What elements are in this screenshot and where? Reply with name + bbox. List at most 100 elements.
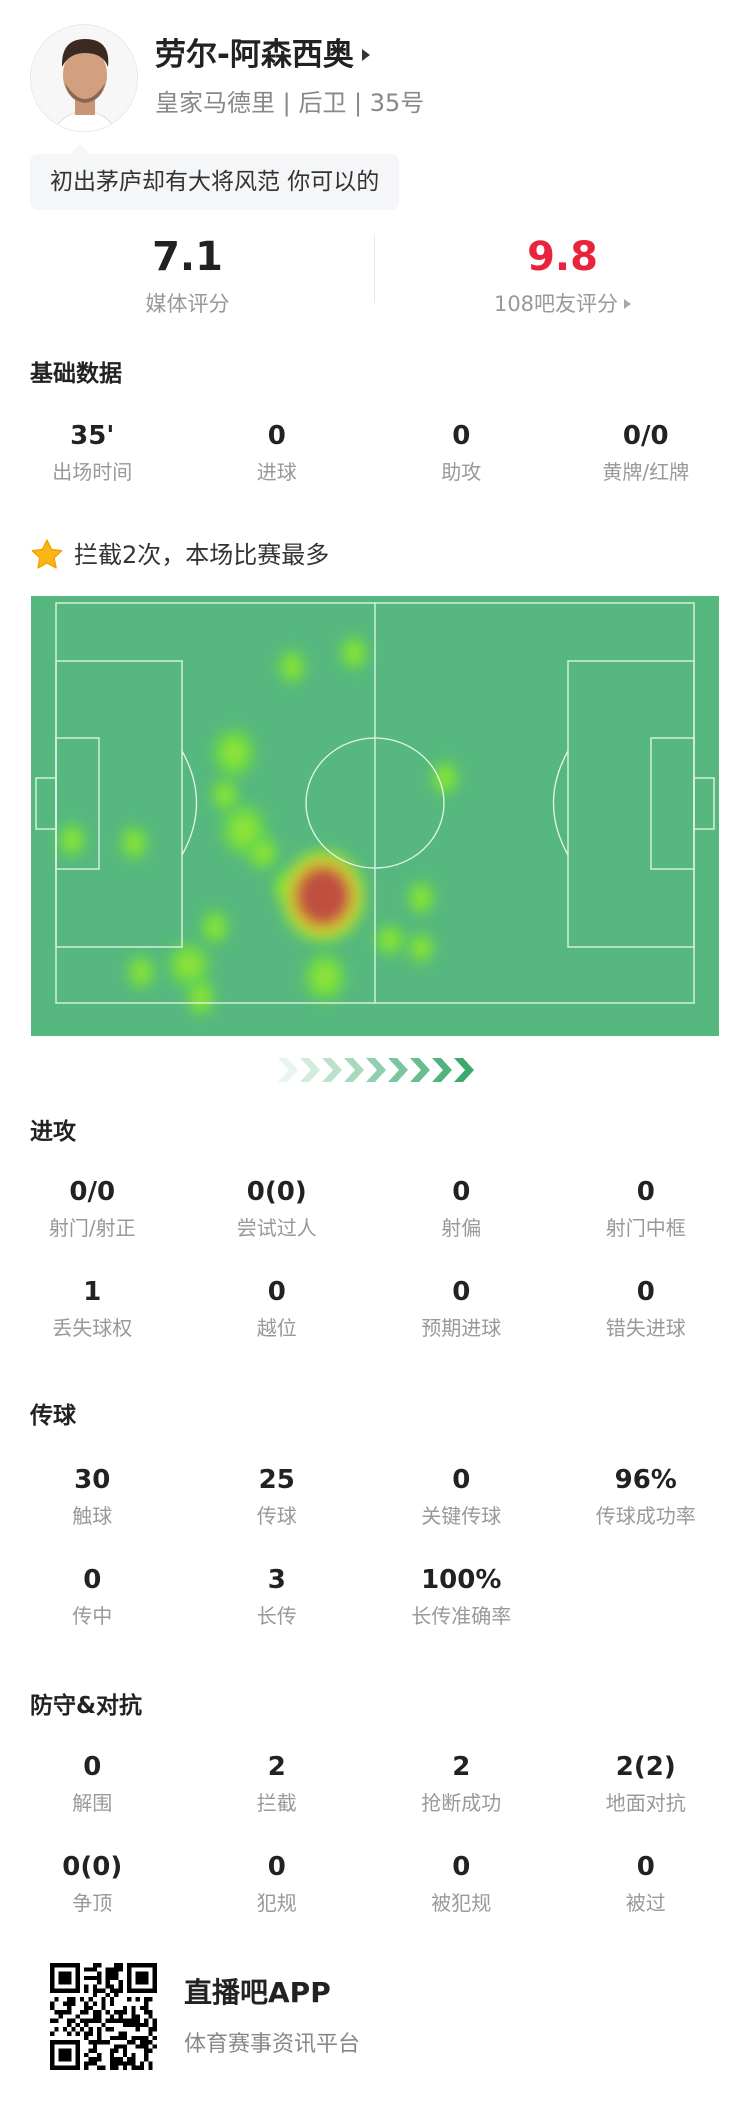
heat-spot xyxy=(199,907,231,947)
stat-item: 0 助攻 xyxy=(369,420,554,520)
heat-spot xyxy=(405,930,437,966)
stat-item: 100% 长传准确率 xyxy=(369,1564,554,1664)
stat-value: 0(0) xyxy=(62,1852,123,1882)
stat-label: 拦截 xyxy=(256,1791,297,1815)
team-name: 皇家马德里 xyxy=(155,89,275,117)
stat-label: 射门/射正 xyxy=(48,1216,136,1240)
stat-value: 0 xyxy=(452,1852,471,1882)
stat-value: 0 xyxy=(267,1277,286,1307)
stat-label: 越位 xyxy=(256,1316,297,1340)
divider xyxy=(374,235,375,303)
media-rating: 7.1 媒体评分 xyxy=(0,232,375,318)
stat-item: 96% 传球成功率 xyxy=(554,1464,739,1564)
stat-value: 3 xyxy=(267,1565,286,1595)
stat-label: 关键传球 xyxy=(421,1504,502,1528)
stat-item: 3 长传 xyxy=(185,1564,370,1664)
heat-spot xyxy=(372,922,408,958)
stat-item: 35' 出场时间 xyxy=(0,420,185,520)
stat-item: 2(2) 地面对抗 xyxy=(554,1751,739,1851)
highlight-text: 拦截2次，本场比赛最多 xyxy=(74,541,330,569)
stat-value: 25 xyxy=(258,1465,295,1495)
stat-label: 射偏 xyxy=(441,1216,482,1240)
stat-item: 0/0 黄牌/红牌 xyxy=(554,420,739,520)
stat-value: 0 xyxy=(83,1752,102,1782)
stat-label: 传球成功率 xyxy=(595,1504,696,1528)
stat-value: 0/0 xyxy=(69,1177,116,1207)
stat-item: 0 射偏 xyxy=(369,1176,554,1276)
caret-right-icon xyxy=(361,49,370,61)
stat-value: 2 xyxy=(267,1752,286,1782)
chevron-right-icon xyxy=(388,1058,408,1082)
heatmap-pitch xyxy=(31,596,719,1036)
stat-label: 地面对抗 xyxy=(605,1791,686,1815)
stat-label: 传球 xyxy=(256,1504,297,1528)
section-title-passing: 传球 xyxy=(30,1403,76,1429)
fan-rating-label: 108吧友评分 xyxy=(493,292,619,316)
stat-label: 出场时间 xyxy=(52,460,133,484)
stat-value: 0 xyxy=(267,1852,286,1882)
stat-label: 争顶 xyxy=(72,1891,113,1915)
stat-label: 犯规 xyxy=(256,1891,297,1915)
stat-label: 解围 xyxy=(72,1791,113,1815)
player-name-link[interactable]: 劳尔-阿森西奥 xyxy=(155,34,370,76)
heat-spot xyxy=(338,633,370,673)
stat-label: 抢断成功 xyxy=(421,1791,502,1815)
shirt-number: 35号 xyxy=(369,89,425,117)
stat-value: 96% xyxy=(614,1465,677,1495)
stat-label: 丢失球权 xyxy=(52,1316,133,1340)
heat-spot xyxy=(429,758,461,798)
stat-value: 0 xyxy=(636,1177,655,1207)
stat-value: 0(0) xyxy=(246,1177,307,1207)
stat-item: 0 被犯规 xyxy=(369,1851,554,1951)
stat-item: 0 传中 xyxy=(0,1564,185,1664)
separator: | xyxy=(275,89,299,117)
stat-label: 黄牌/红牌 xyxy=(602,460,690,484)
chevron-right-icon xyxy=(322,1058,342,1082)
position: 后卫 xyxy=(298,89,347,117)
stat-value: 30 xyxy=(74,1465,111,1495)
chevron-right-icon xyxy=(410,1058,430,1082)
heat-spot xyxy=(301,949,349,1005)
player-avatar[interactable] xyxy=(30,24,138,132)
stat-value: 0 xyxy=(452,1177,471,1207)
stat-item: 0 被过 xyxy=(554,1851,739,1951)
stat-value: 0 xyxy=(636,1852,655,1882)
heat-spot xyxy=(276,647,308,687)
stat-value: 0 xyxy=(452,1465,471,1495)
stat-label: 被过 xyxy=(625,1891,666,1915)
chevron-right-icon xyxy=(454,1058,474,1082)
highlight: 拦截2次，本场比赛最多 xyxy=(30,538,329,572)
stat-label: 触球 xyxy=(72,1504,113,1528)
stat-label: 进球 xyxy=(256,460,297,484)
scroll-arrows-indicator xyxy=(278,1058,474,1082)
chevron-right-icon xyxy=(344,1058,364,1082)
stat-value: 2(2) xyxy=(615,1752,676,1782)
stat-value: 35' xyxy=(70,421,115,451)
stat-item: 0 越位 xyxy=(185,1276,370,1376)
player-meta: 皇家马德里 | 后卫 | 35号 xyxy=(155,86,424,120)
stat-item: 0/0 射门/射正 xyxy=(0,1176,185,1276)
heat-spot xyxy=(210,725,258,781)
stat-value: 100% xyxy=(421,1565,502,1595)
chevron-right-icon xyxy=(278,1058,298,1082)
heat-spot xyxy=(125,952,157,992)
stat-label: 助攻 xyxy=(441,460,482,484)
chevron-right-icon xyxy=(432,1058,452,1082)
heat-spot-hot xyxy=(277,846,369,946)
stat-label: 尝试过人 xyxy=(236,1216,317,1240)
quote-bubble: 初出茅庐却有大将风范 你可以的 xyxy=(30,144,400,210)
stat-value: 1 xyxy=(83,1277,102,1307)
stat-value: 0 xyxy=(636,1277,655,1307)
stat-value: 0/0 xyxy=(622,421,669,451)
passing-stats: 30 触球 25 传球 0 关键传球 96% 传球成功率 0 传中 3 长传 100% 长传准确率 xyxy=(0,1464,750,1664)
stat-item: 0 预期进球 xyxy=(369,1276,554,1376)
stat-item: 0 进球 xyxy=(185,420,370,520)
stat-label: 预期进球 xyxy=(421,1316,502,1340)
stat-item: 25 传球 xyxy=(185,1464,370,1564)
basic-stats: 35' 出场时间 0 进球 0 助攻 0/0 黄牌/红牌 xyxy=(0,420,750,520)
fan-rating[interactable]: 9.8 108吧友评分 xyxy=(375,232,750,318)
section-title-attack: 进攻 xyxy=(30,1119,76,1145)
pitch-lines xyxy=(35,602,715,1004)
stat-label: 射门中框 xyxy=(605,1216,686,1240)
stat-item: 0 解围 xyxy=(0,1751,185,1851)
